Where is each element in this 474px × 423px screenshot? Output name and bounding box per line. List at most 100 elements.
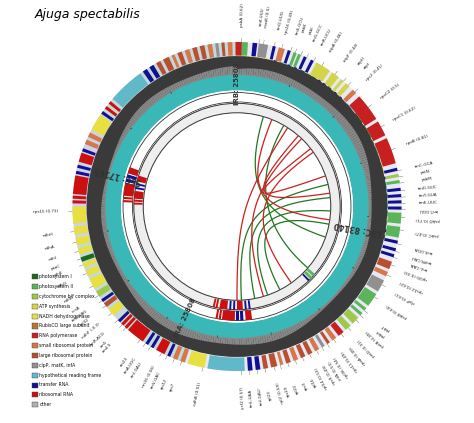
Polygon shape	[76, 171, 90, 176]
Polygon shape	[101, 206, 105, 209]
Text: rps7: rps7	[169, 382, 176, 392]
Polygon shape	[240, 311, 244, 321]
Polygon shape	[149, 309, 155, 316]
Polygon shape	[89, 273, 106, 289]
Polygon shape	[116, 146, 119, 148]
Polygon shape	[106, 241, 110, 244]
Polygon shape	[253, 69, 256, 76]
Text: trnA-UGC: trnA-UGC	[123, 357, 137, 375]
Polygon shape	[78, 245, 92, 254]
Polygon shape	[387, 188, 401, 192]
Text: rps12 (0.62): rps12 (0.62)	[399, 279, 424, 293]
Polygon shape	[339, 103, 352, 115]
Polygon shape	[369, 209, 372, 211]
Text: rpl14 (0.53): rpl14 (0.53)	[314, 367, 328, 390]
Text: 120kb: 120kb	[127, 180, 141, 187]
Polygon shape	[113, 258, 116, 261]
Polygon shape	[109, 165, 111, 168]
Polygon shape	[311, 92, 316, 98]
Polygon shape	[104, 236, 109, 239]
Polygon shape	[357, 148, 365, 153]
Bar	[32, 313, 37, 319]
Polygon shape	[383, 245, 396, 251]
Polygon shape	[269, 334, 273, 342]
Polygon shape	[146, 306, 152, 313]
Polygon shape	[384, 238, 398, 244]
Polygon shape	[136, 183, 146, 187]
Polygon shape	[315, 334, 325, 347]
Text: trnL-UAA: trnL-UAA	[249, 388, 254, 407]
Polygon shape	[356, 145, 364, 151]
Bar	[32, 402, 37, 407]
Polygon shape	[357, 260, 361, 264]
Polygon shape	[199, 334, 203, 341]
Text: hypothetical reading frame: hypothetical reading frame	[39, 373, 101, 378]
Text: psbC (0.47): psbC (0.47)	[415, 230, 438, 237]
Polygon shape	[134, 200, 144, 202]
Polygon shape	[335, 293, 338, 296]
Polygon shape	[385, 225, 400, 238]
Polygon shape	[302, 73, 311, 84]
Polygon shape	[102, 195, 105, 197]
Polygon shape	[346, 278, 350, 282]
Polygon shape	[131, 290, 136, 294]
Polygon shape	[154, 94, 159, 101]
Text: 40kb: 40kb	[337, 212, 348, 217]
Polygon shape	[333, 79, 344, 91]
Polygon shape	[235, 66, 237, 74]
Polygon shape	[162, 89, 167, 96]
Text: petD (0.31): petD (0.31)	[357, 338, 376, 357]
Polygon shape	[301, 321, 305, 326]
Polygon shape	[215, 43, 220, 57]
Polygon shape	[354, 300, 366, 310]
Polygon shape	[326, 104, 331, 110]
Polygon shape	[146, 332, 155, 345]
Polygon shape	[332, 110, 339, 116]
Polygon shape	[237, 69, 239, 74]
Polygon shape	[203, 71, 207, 78]
Polygon shape	[215, 69, 219, 76]
Polygon shape	[101, 202, 105, 204]
Polygon shape	[359, 256, 363, 260]
Polygon shape	[118, 139, 123, 143]
Text: trnG-GCC: trnG-GCC	[312, 23, 324, 43]
Polygon shape	[220, 68, 223, 75]
Polygon shape	[206, 335, 210, 342]
Polygon shape	[270, 46, 276, 60]
Polygon shape	[330, 298, 333, 301]
Polygon shape	[141, 302, 147, 308]
Polygon shape	[185, 329, 190, 337]
Polygon shape	[376, 220, 387, 225]
Text: rrn23: rrn23	[119, 356, 129, 367]
Text: ndhG: ndhG	[56, 280, 68, 288]
Polygon shape	[388, 206, 401, 210]
Polygon shape	[309, 337, 319, 352]
Polygon shape	[387, 212, 401, 224]
Polygon shape	[134, 191, 145, 199]
Polygon shape	[236, 311, 239, 321]
Text: psaC: psaC	[50, 264, 61, 271]
Polygon shape	[286, 78, 292, 85]
Text: 60kb: 60kb	[298, 284, 308, 295]
Polygon shape	[88, 132, 102, 143]
Polygon shape	[366, 121, 385, 141]
Polygon shape	[264, 335, 268, 343]
Polygon shape	[368, 218, 371, 221]
Text: petB (0.49): petB (0.49)	[366, 329, 385, 348]
Polygon shape	[309, 91, 314, 97]
Text: rps16 (0.49): rps16 (0.49)	[284, 10, 294, 35]
Polygon shape	[368, 190, 372, 193]
Polygon shape	[271, 72, 275, 80]
Polygon shape	[79, 153, 94, 165]
Polygon shape	[102, 222, 106, 225]
Polygon shape	[82, 258, 97, 268]
Polygon shape	[257, 44, 268, 58]
Polygon shape	[377, 257, 392, 269]
Polygon shape	[365, 171, 370, 175]
Circle shape	[122, 91, 352, 322]
Polygon shape	[199, 73, 203, 80]
Text: psbT: psbT	[380, 323, 391, 332]
Polygon shape	[275, 47, 285, 62]
Text: ycf2 (0.57): ycf2 (0.57)	[240, 387, 245, 409]
Polygon shape	[103, 190, 106, 193]
